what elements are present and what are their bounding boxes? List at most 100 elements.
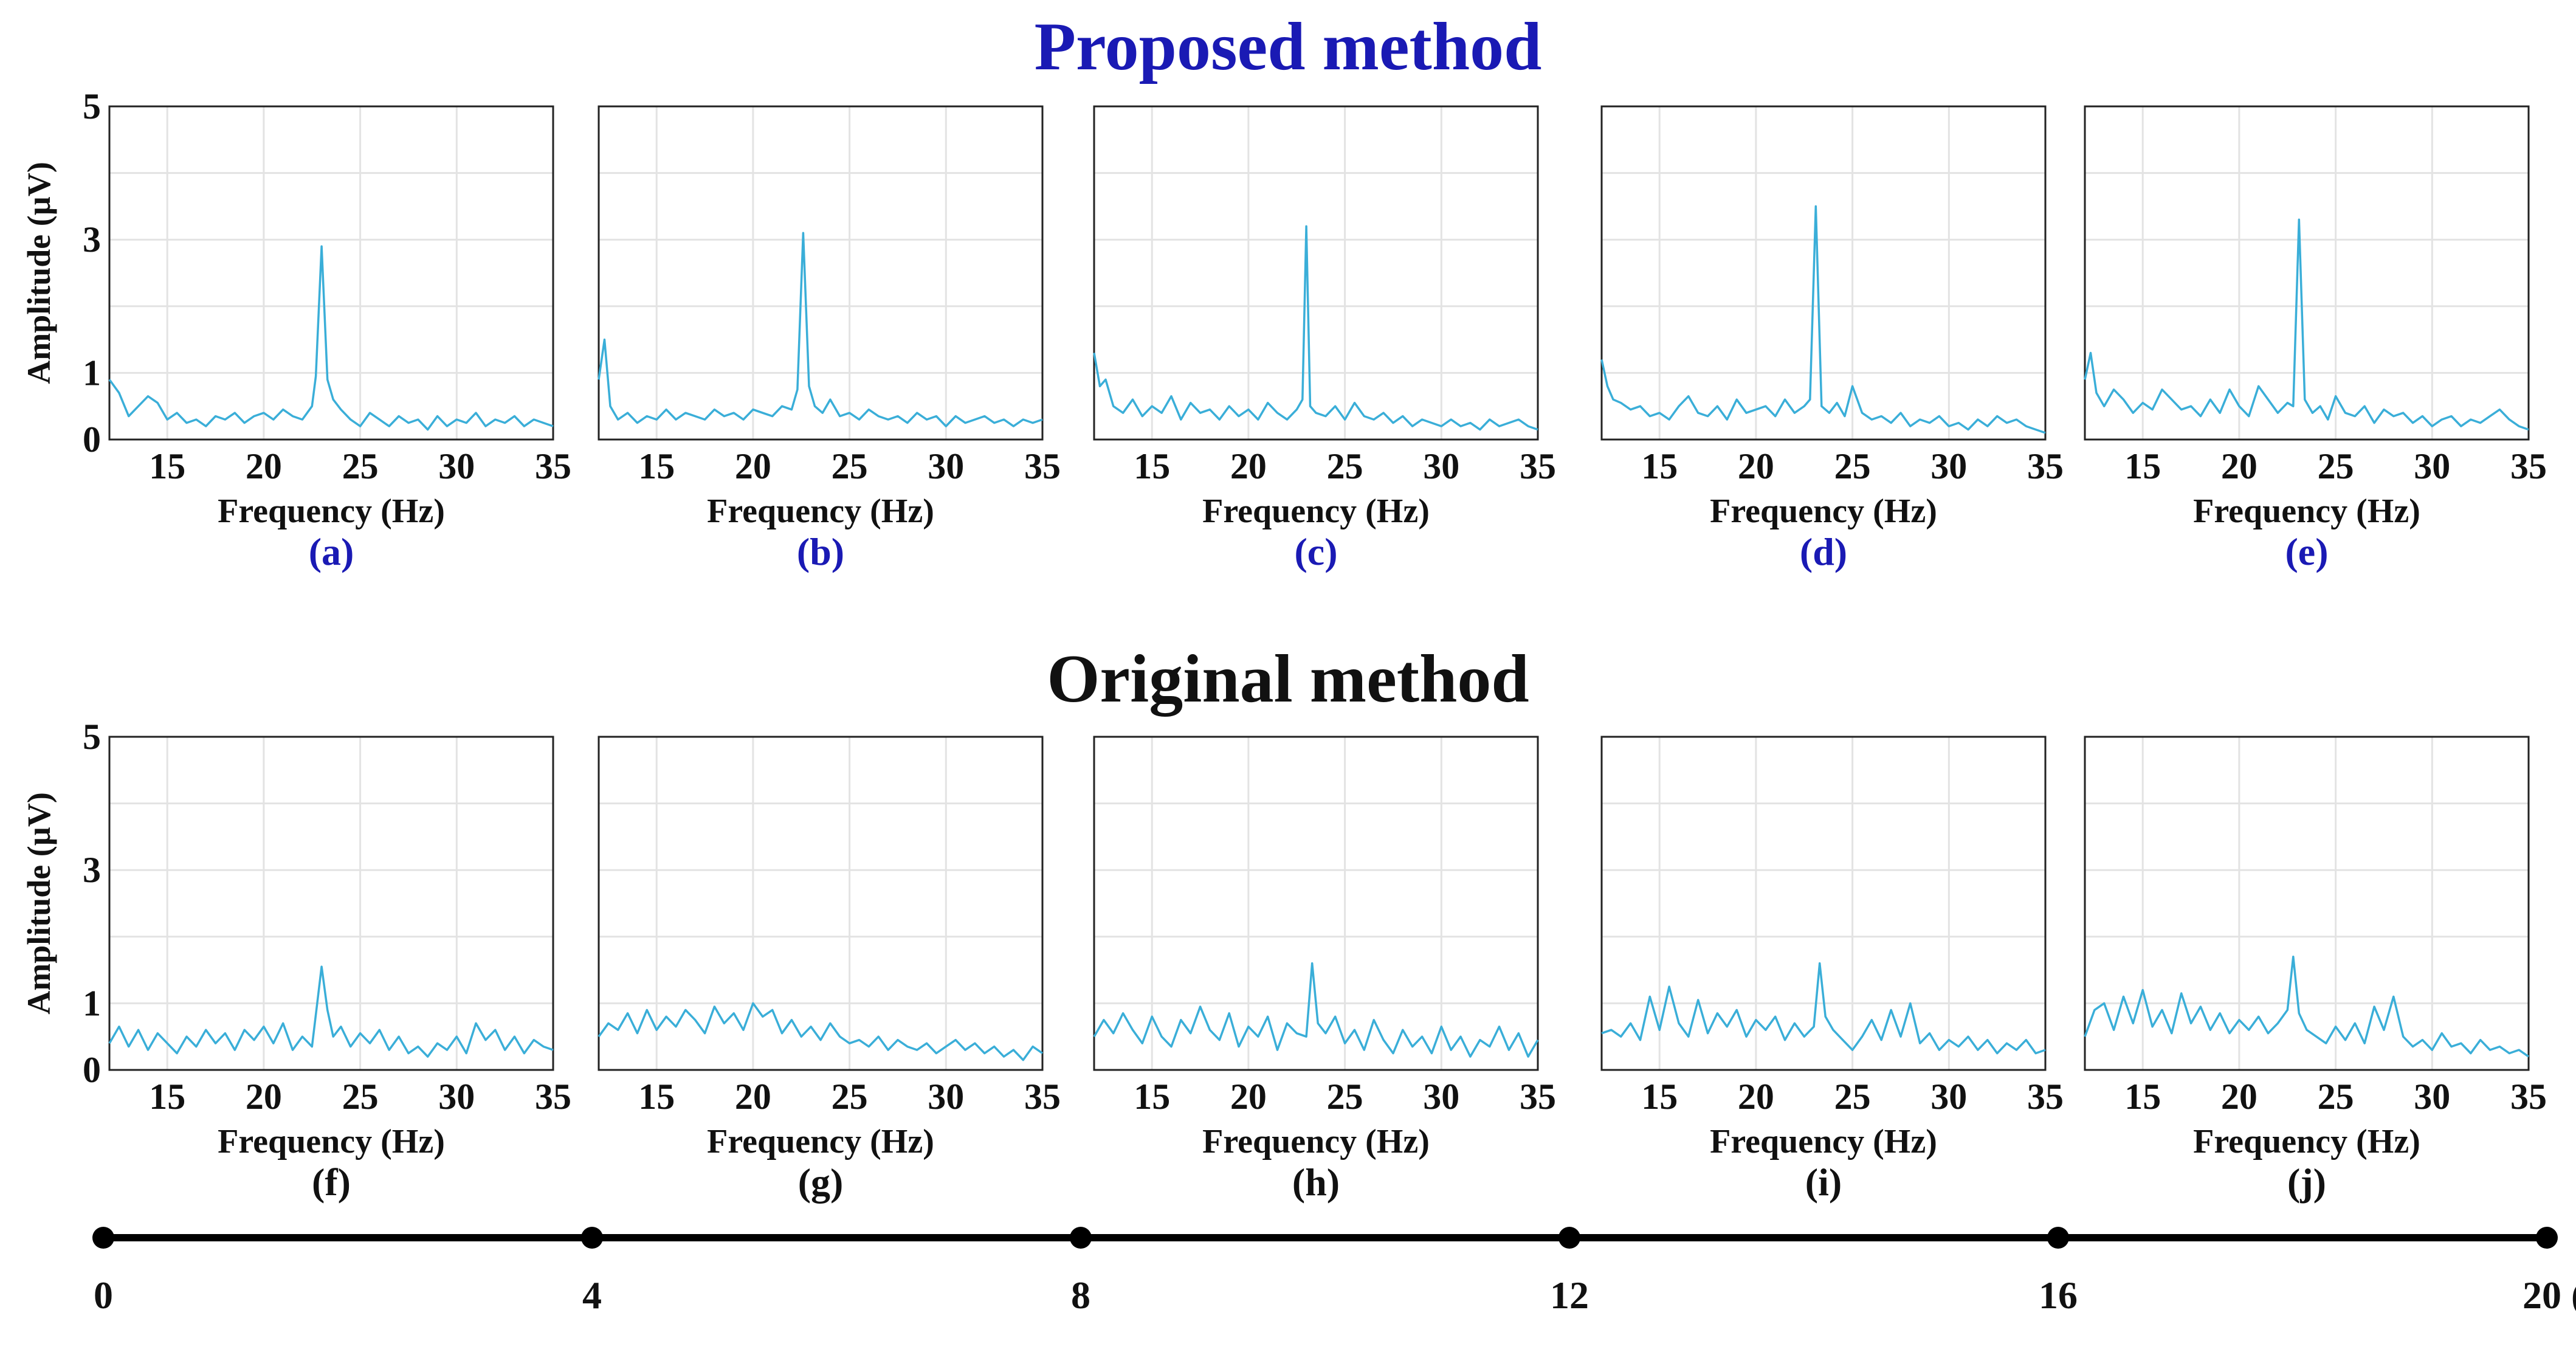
plot-frame [2084,736,2530,1071]
y-axis-label: Amplitude (µV) [21,792,57,1015]
spectrum-series-line [1600,205,2046,434]
time-marker-dot [1558,1227,1580,1249]
x-axis-label: Frequency (Hz) [707,492,934,530]
panel-label: (g) [798,1161,844,1204]
y-tick-label: 1 [83,353,101,393]
y-tick-label: 5 [83,86,101,126]
x-axis-label: Frequency (Hz) [2193,1123,2420,1161]
x-tick-label: 20 [1230,1077,1267,1117]
x-tick-label: 25 [2318,446,2354,486]
time-marker-dot [92,1227,114,1249]
x-tick-label: 30 [438,1077,475,1117]
x-tick-label: 20 [2221,446,2257,486]
plot-frame [1600,105,2047,441]
original-method-title: Original method [1047,641,1529,717]
spectrum-series-line [598,1002,1043,1061]
x-tick-label: 35 [2027,1077,2064,1117]
x-tick-label: 15 [1641,446,1678,486]
spectrum-series-line [108,245,554,431]
x-tick-label: 20 [735,1077,771,1117]
spectrum-panel-c: 15 20 25 30 35 Frequency (Hz)(c) [1093,105,1556,573]
spectrum-series-line [1601,962,2046,1055]
x-tick-label: 20 [1230,446,1267,486]
x-tick-label: 35 [2027,446,2064,486]
x-axis-label: Frequency (Hz) [1202,492,1430,530]
x-axis-label: Frequency (Hz) [2193,492,2420,530]
x-axis-label: Frequency (Hz) [1710,492,1937,530]
x-tick-label: 25 [832,1077,868,1117]
spectrum-series-line [1093,962,1539,1058]
plot-frame [1600,736,2047,1071]
x-tick-label: 25 [1834,1077,1871,1117]
time-tick-label: 8 [1071,1274,1090,1317]
y-tick-label: 1 [83,983,101,1023]
time-tick-label: 16 [2039,1274,2078,1317]
spectrum-series-line [2084,955,2529,1058]
x-tick-label: 35 [2510,446,2547,486]
x-tick-label: 15 [1134,1077,1170,1117]
time-marker-dot [1070,1227,1092,1249]
x-tick-label: 35 [1024,446,1061,486]
panel-label: (c) [1294,530,1337,573]
time-tick-label: 12 [1550,1274,1589,1317]
plot-frame [2084,105,2530,441]
x-tick-label: 20 [735,446,771,486]
panel-label: (d) [1800,530,1847,573]
spectrum-panel-h: 15 20 25 30 35 Frequency (Hz)(h) [1093,736,1556,1204]
x-tick-label: 35 [1024,1077,1061,1117]
x-tick-label: 20 [246,1077,282,1117]
time-marker-dot [2047,1227,2069,1249]
spectrum-series-line [108,965,554,1058]
y-axis-label: Amplitude (µV) [21,162,57,384]
x-tick-label: 30 [2414,446,2450,486]
panel-label: (e) [2285,530,2328,573]
spectrum-panel-g: 15 20 25 30 35 Frequency (Hz)(g) [598,736,1061,1204]
spectrum-series-line [598,232,1043,427]
plot-frame [108,736,554,1071]
spectrum-series-line [2084,218,2529,431]
x-tick-label: 25 [1327,446,1363,486]
x-tick-label: 35 [2510,1077,2547,1117]
x-tick-label: 25 [2318,1077,2354,1117]
x-tick-label: 15 [1134,446,1170,486]
x-tick-label: 20 [2221,1077,2257,1117]
x-tick-label: 25 [832,446,868,486]
time-tick-label: 0 [94,1274,113,1317]
x-tick-label: 30 [928,446,964,486]
y-tick-label: 3 [83,850,101,890]
x-tick-label: 20 [1738,446,1774,486]
x-tick-label: 35 [1520,446,1556,486]
x-tick-label: 15 [2124,446,2161,486]
time-axis: 0 4 8 12 16 20 (sec.) [92,1227,2576,1317]
x-tick-label: 25 [1834,446,1871,486]
spectrum-panel-b: 15 20 25 30 35 Frequency (Hz)(b) [598,105,1061,573]
y-tick-label: 0 [83,1050,101,1090]
plot-frame [1093,105,1539,441]
x-tick-label: 15 [149,1077,185,1117]
x-tick-label: 15 [2124,1077,2161,1117]
plot-frame [108,105,554,441]
x-axis-label: Frequency (Hz) [1202,1123,1430,1161]
panel-label: (j) [2287,1161,2326,1204]
x-tick-label: 15 [638,1077,675,1117]
spectrum-panel-j: 15 20 25 30 35 Frequency (Hz)(j) [2084,736,2547,1204]
proposed-method-title: Proposed method [1034,9,1542,84]
plot-frame [598,736,1044,1071]
y-tick-label: 3 [83,219,101,260]
panel-label: (a) [309,530,354,573]
x-tick-label: 25 [342,446,379,486]
time-tick-label: 4 [582,1274,602,1317]
x-axis-label: Frequency (Hz) [1710,1123,1937,1161]
panel-label: (b) [797,530,844,573]
x-tick-label: 15 [149,446,185,486]
x-tick-label: 30 [438,446,475,486]
x-tick-label: 35 [1520,1077,1556,1117]
panel-label: (h) [1292,1161,1340,1204]
time-marker-dot [2536,1227,2558,1249]
spectrum-panel-d: 15 20 25 30 35 Frequency (Hz)(d) [1600,105,2064,573]
x-tick-label: 25 [342,1077,379,1117]
x-tick-label: 35 [535,446,571,486]
x-tick-label: 30 [1930,446,1967,486]
